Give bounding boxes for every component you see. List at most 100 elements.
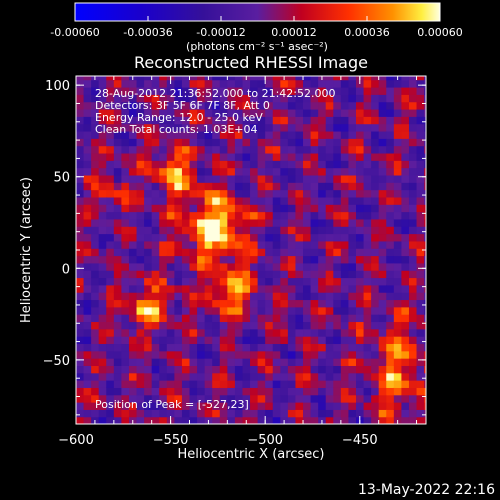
heatmap-cell (242, 336, 251, 345)
heatmap-cell (265, 277, 274, 286)
heatmap-cell (272, 116, 281, 125)
heatmap-cell (287, 116, 297, 125)
heatmap-cell (280, 380, 289, 388)
heatmap-cell (76, 138, 85, 147)
heatmap-cell (318, 167, 327, 176)
heatmap-cell (121, 233, 130, 242)
heatmap-cell (393, 226, 403, 235)
heatmap-cell (219, 108, 228, 117)
heatmap-cell (189, 174, 198, 183)
heatmap-cell (333, 76, 342, 81)
heatmap-cell (98, 108, 107, 117)
heatmap-cell (424, 196, 426, 205)
heatmap-cell (136, 402, 145, 410)
heatmap-cell (204, 108, 213, 117)
heatmap-cell (257, 284, 266, 293)
heatmap-cell (378, 321, 387, 330)
heatmap-cell (408, 358, 418, 366)
heatmap-cell (166, 130, 175, 139)
heatmap-cell (416, 196, 425, 205)
heatmap-cell (303, 76, 312, 81)
x-tick-label: −550 (153, 433, 189, 448)
heatmap-cell (76, 277, 85, 286)
heatmap-cell (280, 130, 289, 139)
heatmap-cell (303, 233, 312, 242)
heatmap-cell (371, 130, 380, 139)
heatmap-cell (113, 380, 123, 388)
heatmap-cell (91, 167, 100, 176)
heatmap-cell (181, 240, 191, 249)
x-tick-label: −500 (247, 433, 283, 448)
heatmap-cell (325, 299, 334, 308)
heatmap-cell (98, 174, 107, 183)
heatmap-cell (144, 365, 153, 374)
heatmap-cell (333, 79, 342, 88)
heatmap-cell (408, 372, 418, 381)
heatmap-cell (98, 372, 107, 381)
heatmap-cell (197, 174, 206, 183)
heatmap-cell (401, 123, 410, 132)
heatmap-cell (113, 174, 123, 183)
heatmap-cell (121, 402, 130, 410)
heatmap-cell (303, 189, 312, 198)
heatmap-cell (310, 233, 319, 242)
heatmap-cell (113, 138, 123, 147)
heatmap-cell (83, 160, 92, 169)
heatmap-cell (76, 204, 85, 213)
heatmap-cell (318, 336, 327, 345)
heatmap-cell (181, 387, 191, 396)
heatmap-cell (318, 174, 327, 183)
heatmap-cell (128, 380, 138, 388)
heatmap-cell (280, 284, 289, 293)
heatmap-cell (106, 79, 115, 88)
heatmap-cell (212, 416, 221, 424)
heatmap-cell (303, 358, 312, 366)
heatmap-cell (128, 204, 138, 213)
heatmap-cell (378, 138, 387, 147)
heatmap-cell (295, 394, 304, 403)
heatmap-cell (408, 116, 418, 125)
heatmap-cell (310, 182, 319, 191)
heatmap-cell (76, 306, 85, 315)
heatmap-cell (348, 343, 357, 352)
heatmap-cell (257, 218, 266, 227)
heatmap-cell (227, 130, 236, 139)
heatmap-cell (76, 314, 85, 323)
heatmap-cell (408, 233, 418, 242)
heatmap-cell (356, 387, 365, 396)
heatmap-cell (113, 152, 123, 161)
heatmap-cell (136, 116, 145, 125)
heatmap-cell (295, 292, 304, 301)
heatmap-cell (121, 174, 130, 183)
heatmap-cell (250, 336, 259, 345)
heatmap-cell (250, 314, 259, 323)
heatmap-cell (393, 79, 403, 88)
heatmap-cell (91, 240, 100, 249)
heatmap-cell (340, 130, 350, 139)
heatmap-cell (416, 394, 425, 403)
heatmap-cell (333, 416, 342, 424)
heatmap-cell (318, 328, 327, 337)
heatmap-cell (363, 299, 372, 308)
heatmap-cell (386, 218, 395, 227)
heatmap-cell (91, 262, 100, 271)
heatmap-cell (76, 343, 85, 352)
heatmap-cell (204, 306, 213, 315)
heatmap-cell (250, 343, 259, 352)
heatmap-cell (424, 277, 426, 286)
heatmap-cell (128, 174, 138, 183)
heatmap-cell (287, 182, 297, 191)
heatmap-cell (189, 79, 198, 88)
heatmap-cell (113, 248, 123, 257)
heatmap-cell (333, 314, 342, 323)
heatmap-cell (136, 189, 145, 198)
heatmap-cell (371, 79, 380, 88)
heatmap-cell (318, 270, 327, 279)
heatmap-cell (219, 160, 228, 169)
heatmap-cell (234, 380, 244, 388)
heatmap-cell (234, 262, 244, 271)
heatmap-cell (424, 123, 426, 132)
heatmap-cell (348, 314, 357, 323)
heatmap-cell (393, 196, 403, 205)
